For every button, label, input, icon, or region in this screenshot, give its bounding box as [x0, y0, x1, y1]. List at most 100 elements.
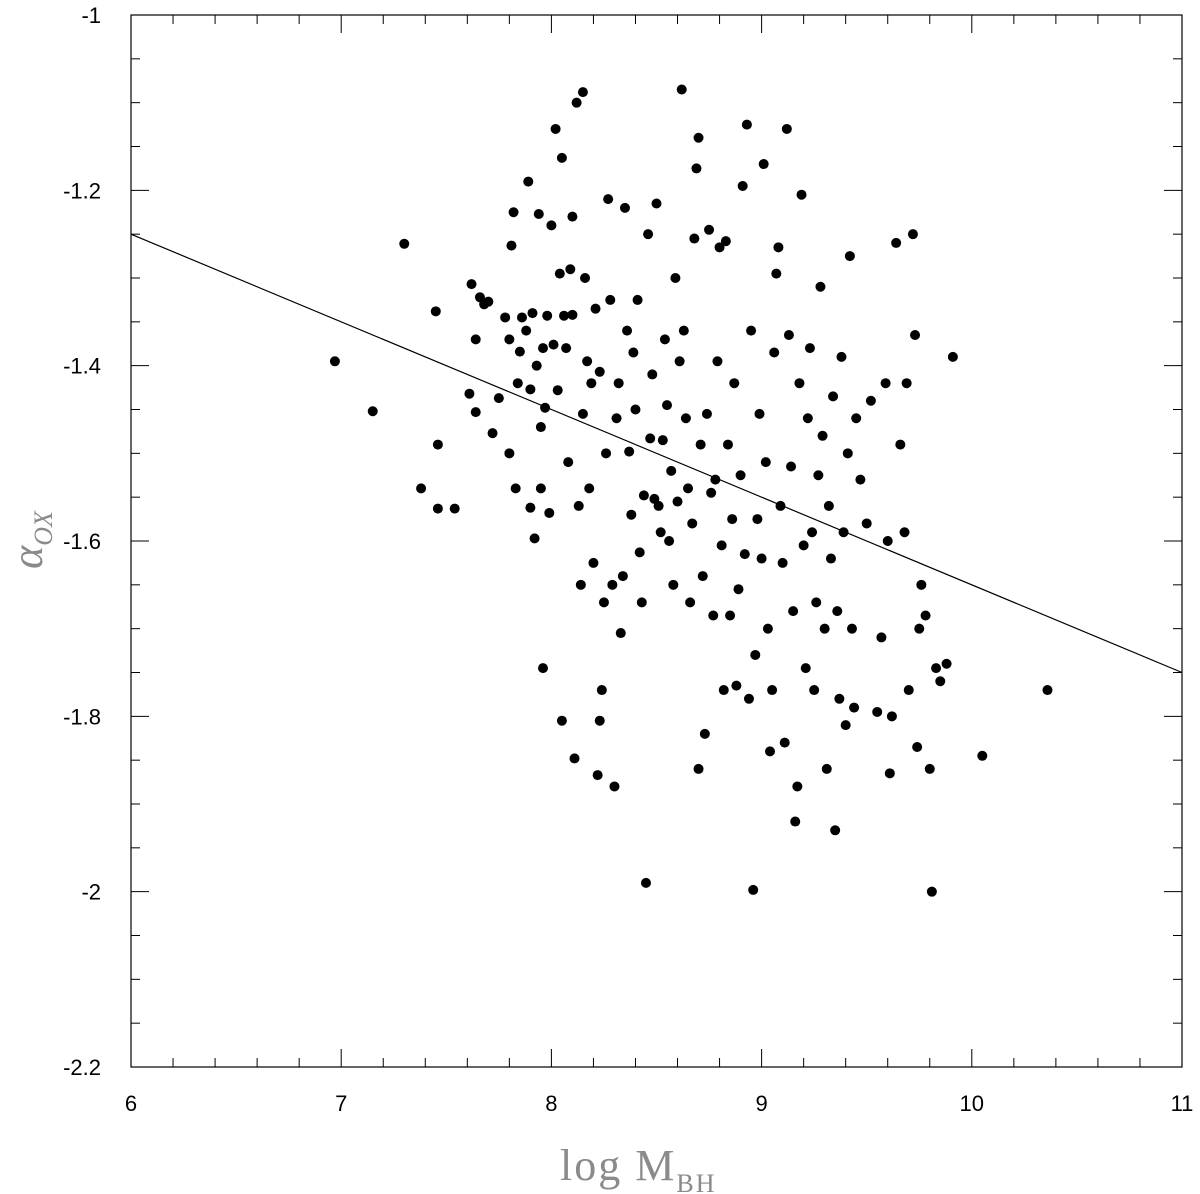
data-point	[779, 737, 790, 748]
data-point	[626, 509, 637, 520]
data-point	[647, 369, 658, 380]
data-point	[636, 597, 647, 608]
data-point	[651, 198, 662, 209]
data-point	[907, 229, 918, 240]
y-tick-label: -1	[81, 3, 101, 28]
data-point	[947, 351, 958, 362]
data-point	[828, 391, 839, 402]
data-point	[865, 395, 876, 406]
data-point	[809, 685, 820, 696]
data-point	[640, 877, 651, 888]
y-tick-label: -2.2	[63, 1055, 101, 1080]
data-point	[769, 347, 780, 358]
data-point	[609, 781, 620, 792]
data-point	[615, 628, 626, 639]
y-axis-label-main: α	[3, 545, 52, 569]
data-point	[756, 553, 767, 564]
data-point	[775, 500, 786, 511]
data-point	[580, 273, 591, 283]
data-point	[680, 413, 691, 424]
data-point	[823, 500, 834, 511]
data-point	[796, 189, 807, 200]
data-point	[771, 268, 782, 279]
data-point	[329, 356, 340, 367]
data-point	[565, 264, 576, 275]
data-point	[527, 308, 538, 319]
data-point	[819, 623, 830, 634]
data-point	[430, 306, 441, 317]
x-axis-label: log MBH	[560, 1141, 716, 1194]
data-point	[840, 720, 851, 731]
data-point	[935, 676, 946, 687]
data-point	[746, 325, 757, 336]
data-point	[573, 500, 584, 511]
data-point	[653, 500, 664, 511]
data-point	[849, 702, 860, 713]
data-point	[525, 502, 536, 513]
data-point	[605, 294, 616, 305]
data-point	[670, 273, 681, 283]
data-point	[851, 413, 862, 424]
data-point	[622, 325, 633, 336]
data-point	[645, 433, 656, 444]
data-point	[550, 123, 561, 134]
y-axis-label-sub: OX	[29, 510, 58, 546]
data-point	[367, 406, 378, 417]
data-point	[537, 343, 548, 354]
data-point	[586, 378, 597, 389]
data-point	[529, 533, 540, 544]
data-point	[662, 400, 673, 411]
data-point	[855, 474, 866, 485]
data-point	[699, 728, 710, 739]
data-point	[571, 97, 582, 108]
data-point	[542, 310, 553, 321]
data-point	[811, 597, 822, 608]
data-point	[712, 356, 723, 367]
y-tick-label: -1.2	[63, 178, 101, 203]
data-point	[554, 268, 565, 279]
data-point	[739, 549, 750, 560]
data-point	[727, 514, 738, 525]
data-point	[546, 220, 557, 231]
data-point	[512, 378, 523, 389]
data-point	[765, 746, 776, 757]
data-point	[596, 685, 607, 696]
data-point	[733, 584, 744, 595]
data-point	[773, 242, 784, 253]
data-point	[611, 413, 622, 424]
data-point	[432, 503, 443, 514]
data-point	[783, 329, 794, 340]
data-point	[704, 224, 715, 235]
data-point	[695, 439, 706, 450]
data-point	[903, 685, 914, 696]
data-point	[800, 663, 811, 674]
data-point	[838, 527, 849, 538]
data-point	[720, 236, 731, 247]
data-point	[672, 496, 683, 507]
data-point	[630, 404, 641, 415]
data-point	[760, 457, 771, 468]
data-point	[531, 360, 542, 371]
data-point	[722, 439, 733, 450]
data-point	[813, 470, 824, 481]
data-point	[754, 408, 765, 419]
data-point	[697, 571, 708, 582]
data-point	[842, 448, 853, 459]
data-point	[638, 490, 649, 501]
data-point	[748, 884, 759, 895]
data-point	[634, 547, 645, 558]
data-point	[664, 536, 675, 546]
data-point	[577, 408, 588, 419]
data-point	[588, 557, 599, 568]
y-tick-label: -1.8	[63, 704, 101, 729]
data-point	[912, 742, 923, 753]
data-point	[628, 347, 639, 358]
data-point	[914, 623, 925, 634]
data-point	[510, 483, 521, 494]
data-point	[689, 233, 700, 244]
data-point	[941, 658, 952, 669]
data-point	[821, 763, 832, 774]
data-point	[676, 84, 687, 95]
data-point	[655, 527, 666, 538]
